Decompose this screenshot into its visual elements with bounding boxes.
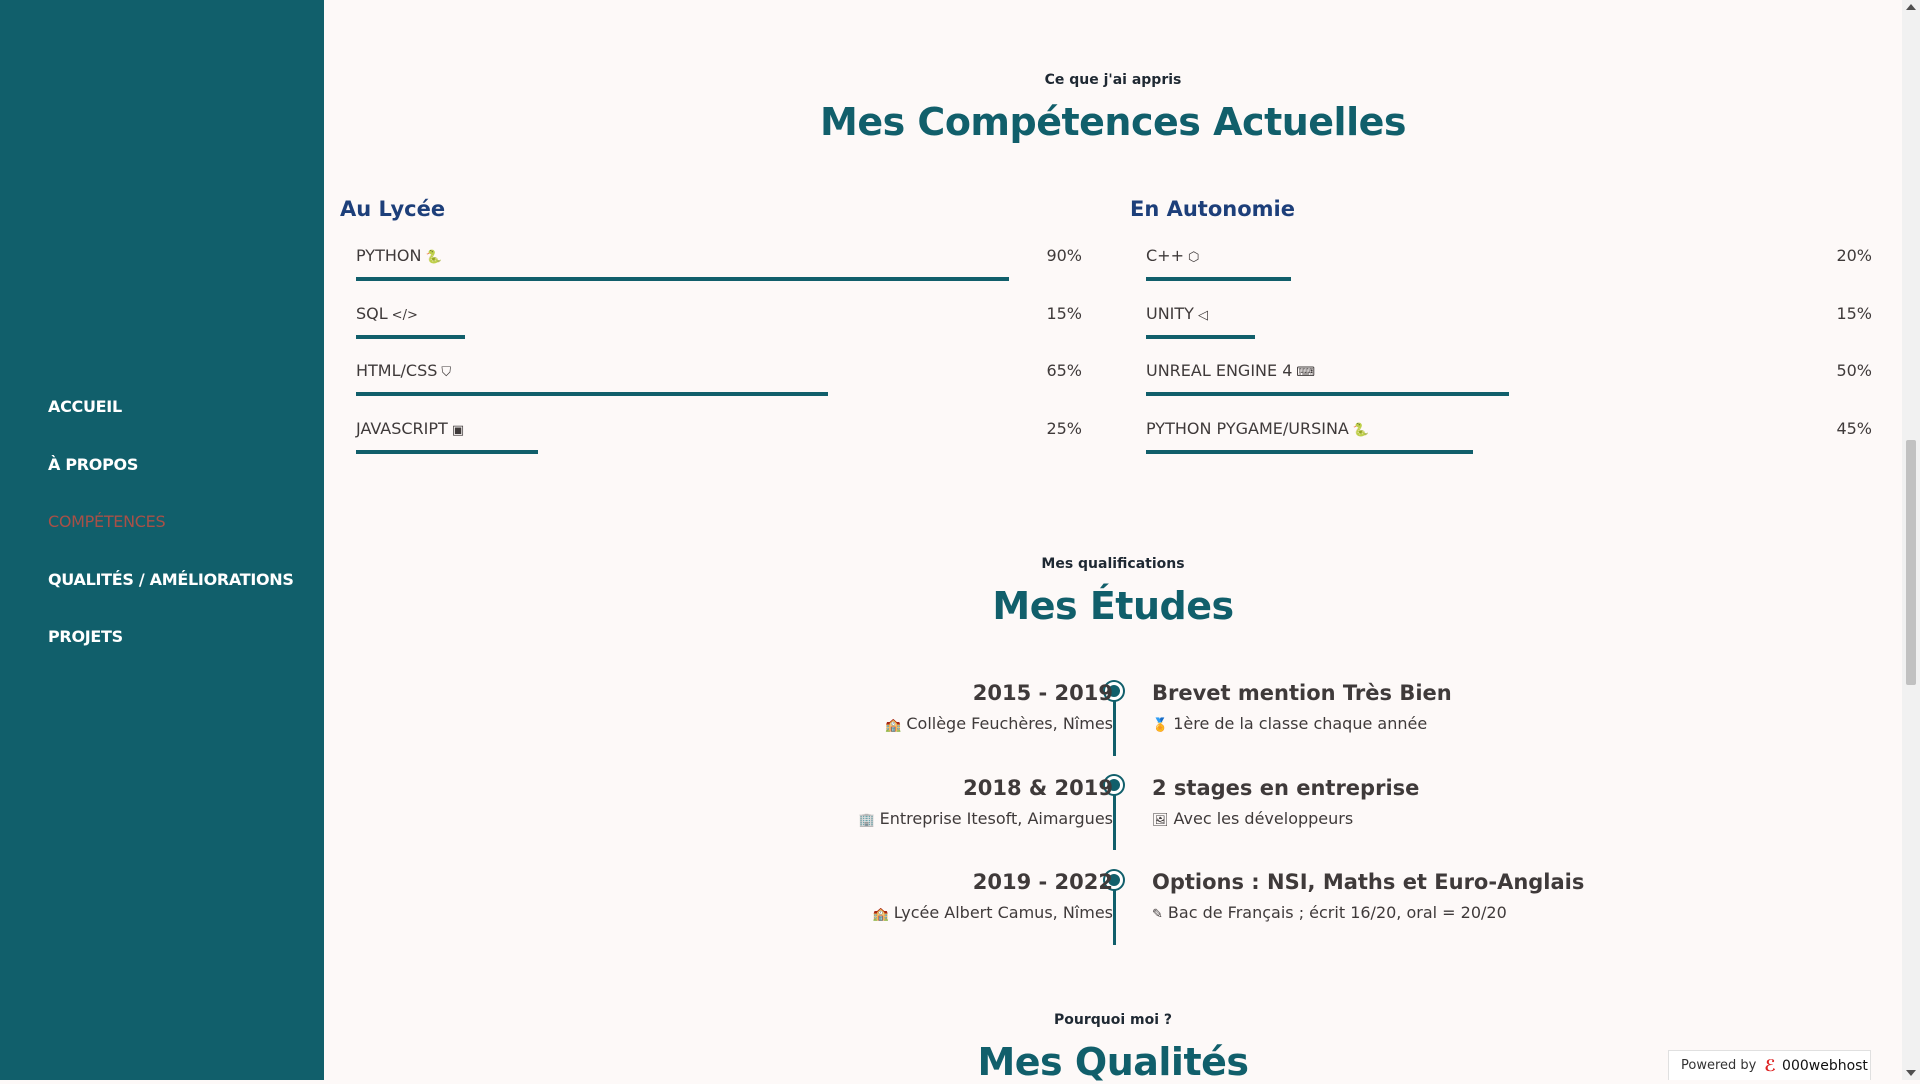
timeline-line bbox=[1113, 688, 1116, 756]
timeline-dot bbox=[1105, 682, 1123, 700]
gamepad-icon: ⌨ bbox=[1296, 365, 1316, 380]
code-icon: </> bbox=[391, 308, 418, 323]
studies-subtitle: Mes qualifications bbox=[1041, 556, 1185, 572]
skill-name: PYTHON PYGAME/URSINA bbox=[1146, 419, 1349, 438]
main-content: Ce que j'ai appris Mes Compétences Actue… bbox=[324, 0, 1902, 1084]
studies-title: Mes Études bbox=[992, 584, 1234, 628]
timeline-line bbox=[1113, 782, 1116, 850]
timeline-place: Collège Feuchères, Nîmes bbox=[906, 714, 1113, 733]
skill-name: C++ bbox=[1146, 246, 1184, 265]
skill-sql: SQL </> 15% bbox=[356, 304, 1082, 344]
timeline-heading: 2 stages en entreprise bbox=[1152, 776, 1420, 800]
skill-name: SQL bbox=[356, 304, 388, 323]
school-icon: 🏫 bbox=[872, 907, 889, 922]
timeline-date: 2015 - 2019 bbox=[972, 681, 1113, 705]
skill-progress-bar bbox=[1146, 335, 1255, 339]
skill-html-css: HTML/CSS ⛉ 65% bbox=[356, 361, 1082, 401]
timeline-date: 2019 - 2022 bbox=[972, 870, 1113, 894]
scrollbar[interactable] bbox=[1902, 0, 1920, 1080]
scroll-up-icon[interactable] bbox=[1906, 4, 1916, 10]
timeline-heading: Brevet mention Très Bien bbox=[1152, 681, 1452, 705]
medal-icon: 🏅 bbox=[1152, 718, 1169, 733]
timeline-date: 2018 & 2019 bbox=[963, 776, 1113, 800]
skill-python: PYTHON 🐍 90% bbox=[356, 246, 1082, 286]
skills-subtitle: Ce que j'ai appris bbox=[1044, 72, 1182, 88]
skill-javascript: JAVASCRIPT ▣ 25% bbox=[356, 419, 1082, 459]
timeline-dot bbox=[1105, 776, 1123, 794]
skill-progress-bar bbox=[356, 392, 828, 396]
timeline-detail: Avec les développeurs bbox=[1173, 809, 1354, 828]
skill-percent: 25% bbox=[1046, 419, 1082, 438]
school-icon: 🏫 bbox=[885, 718, 902, 733]
skill-unity: UNITY ◁ 15% bbox=[1146, 304, 1872, 344]
skill-name: UNREAL ENGINE 4 bbox=[1146, 361, 1293, 380]
python-icon: 🐍 bbox=[425, 250, 442, 265]
timeline-place: Lycée Albert Camus, Nîmes bbox=[893, 903, 1113, 922]
skill-name: UNITY bbox=[1146, 304, 1194, 323]
skill-percent: 20% bbox=[1836, 246, 1872, 265]
timeline-heading: Options : NSI, Maths et Euro-Anglais bbox=[1152, 870, 1585, 894]
skill-name: JAVASCRIPT bbox=[356, 419, 448, 438]
timeline-place: Entreprise Itesoft, Aimargues bbox=[879, 809, 1113, 828]
skill-percent: 15% bbox=[1836, 304, 1872, 323]
js-icon: ▣ bbox=[451, 423, 465, 438]
timeline-item-left: 2018 & 2019 🏢 Entreprise Itesoft, Aimargu… bbox=[713, 776, 1113, 828]
skill-percent: 50% bbox=[1836, 361, 1872, 380]
skill-progress-bar bbox=[1146, 277, 1291, 281]
brand-name: 000webhost bbox=[1782, 1057, 1868, 1074]
pen-icon: ✎ bbox=[1152, 907, 1163, 922]
scrollbar-thumb[interactable] bbox=[1906, 440, 1916, 685]
timeline-item-left: 2019 - 2022 🏫 Lycée Albert Camus, Nîmes bbox=[713, 870, 1113, 922]
skill-unreal-engine: UNREAL ENGINE 4 ⌨ 50% bbox=[1146, 361, 1872, 401]
cpp-icon: ⬡ bbox=[1187, 250, 1200, 265]
skill-name: HTML/CSS bbox=[356, 361, 438, 380]
nav-item-qualites[interactable]: QUALITÉS / AMÉLIORATIONS bbox=[48, 569, 294, 589]
000webhost-logo-icon: ℰ bbox=[1764, 1056, 1777, 1075]
skill-progress-bar bbox=[1146, 392, 1509, 396]
html5-icon: ⛉ bbox=[441, 365, 452, 380]
sidebar: ACCUEIL À PROPOS COMPÉTENCES QUALITÉS / … bbox=[0, 0, 324, 1080]
image-icon: 🖼 bbox=[1152, 813, 1169, 828]
powered-by-badge[interactable]: Powered by ℰ 000webhost bbox=[1668, 1050, 1871, 1080]
timeline-item-left: 2015 - 2019 🏫 Collège Feuchères, Nîmes bbox=[713, 681, 1113, 733]
skill-progress-bar bbox=[1146, 450, 1473, 454]
timeline-item-right: Brevet mention Très Bien 🏅 1ère de la cla… bbox=[1152, 681, 1712, 733]
skill-progress-bar bbox=[356, 450, 538, 454]
unity-icon: ◁ bbox=[1197, 308, 1208, 323]
qualities-subtitle: Pourquoi moi ? bbox=[1053, 1012, 1173, 1028]
skill-name: PYTHON bbox=[356, 246, 422, 265]
qualities-title: Mes Qualités bbox=[977, 1040, 1249, 1084]
skill-progress-bar bbox=[356, 277, 1009, 281]
timeline-detail: Bac de Français ; écrit 16/20, oral = 20… bbox=[1167, 903, 1507, 922]
timeline-detail: 1ère de la classe chaque année bbox=[1173, 714, 1428, 733]
scroll-down-icon[interactable] bbox=[1906, 1070, 1916, 1076]
skills-column-heading-autonomie: En Autonomie bbox=[1130, 197, 1295, 221]
skill-percent: 45% bbox=[1836, 419, 1872, 438]
sidebar-nav: ACCUEIL À PROPOS COMPÉTENCES QUALITÉS / … bbox=[48, 392, 294, 680]
python-icon: 🐍 bbox=[1352, 423, 1370, 438]
building-icon: 🏢 bbox=[858, 813, 875, 828]
timeline-dot bbox=[1105, 871, 1123, 889]
timeline-line bbox=[1113, 877, 1116, 945]
nav-item-competences[interactable]: COMPÉTENCES bbox=[48, 512, 166, 531]
timeline-item-right: 2 stages en entreprise 🖼 Avec les dévelop… bbox=[1152, 776, 1712, 828]
skills-title: Mes Compétences Actuelles bbox=[820, 100, 1407, 144]
nav-item-accueil[interactable]: ACCUEIL bbox=[48, 397, 122, 416]
skill-percent: 15% bbox=[1046, 304, 1082, 323]
skill-percent: 65% bbox=[1046, 361, 1082, 380]
nav-item-a-propos[interactable]: À PROPOS bbox=[48, 454, 139, 474]
skill-pygame-ursina: PYTHON PYGAME/URSINA 🐍 45% bbox=[1146, 419, 1872, 459]
skill-percent: 90% bbox=[1046, 246, 1082, 265]
powered-label: Powered by bbox=[1681, 1058, 1757, 1073]
timeline-item-right: Options : NSI, Maths et Euro-Anglais ✎ Ba… bbox=[1152, 870, 1712, 922]
skills-column-heading-lycee: Au Lycée bbox=[340, 197, 446, 221]
skill-progress-bar bbox=[356, 335, 465, 339]
skill-cpp: C++ ⬡ 20% bbox=[1146, 246, 1872, 286]
nav-item-projets[interactable]: PROJETS bbox=[48, 627, 123, 646]
